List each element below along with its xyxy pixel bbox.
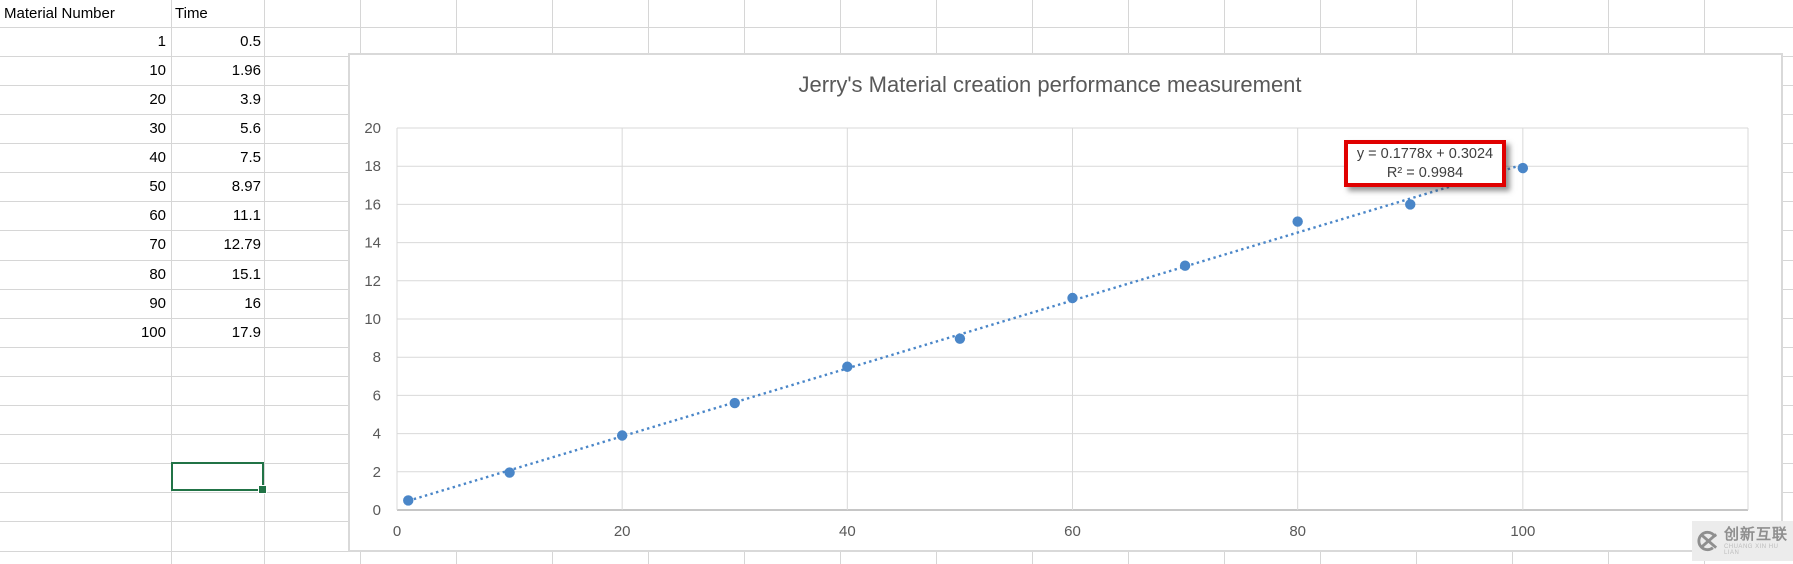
cell-time[interactable]: 12.79: [223, 236, 261, 254]
cell-material-number[interactable]: 90: [149, 294, 166, 312]
y-tick-label: 20: [364, 120, 381, 137]
y-tick-label: 18: [364, 158, 381, 175]
fill-handle[interactable]: [258, 485, 267, 494]
y-tick-label: 4: [373, 426, 381, 443]
cell-material-number[interactable]: 30: [149, 120, 166, 137]
sheet-gridline: [171, 0, 172, 564]
cell-material-number[interactable]: 1: [157, 32, 166, 50]
trendline: [407, 163, 1524, 502]
cell-time[interactable]: 11.1: [232, 207, 261, 225]
y-tick-label: 2: [373, 464, 381, 481]
cell-time[interactable]: 1.96: [231, 61, 261, 79]
cell-time[interactable]: 7.5: [240, 149, 261, 167]
header-cell-time[interactable]: Time: [175, 5, 208, 22]
data-point-marker: [1292, 216, 1303, 227]
cell-time[interactable]: 17.9: [231, 323, 261, 341]
y-tick-label: 6: [373, 387, 381, 404]
cell-material-number[interactable]: 40: [149, 149, 166, 167]
x-tick-label: 80: [1289, 523, 1306, 540]
circle-x-logo-icon: [1697, 530, 1718, 552]
data-point-marker: [842, 361, 853, 372]
cell-time[interactable]: 5.6: [240, 120, 261, 137]
cell-material-number[interactable]: 100: [140, 323, 166, 341]
y-tick-label: 14: [364, 235, 381, 252]
y-tick-label: 8: [373, 349, 381, 366]
data-point-marker: [616, 430, 628, 441]
cell-time[interactable]: 16: [244, 294, 261, 312]
cell-time[interactable]: 8.97: [231, 178, 261, 196]
data-point-marker: [1067, 292, 1078, 304]
data-point-marker: [954, 333, 966, 344]
data-point-marker: [504, 467, 515, 478]
y-tick-label: 16: [364, 196, 381, 213]
watermark-text: 创新互联: [1723, 525, 1788, 543]
y-tick-label: 0: [373, 502, 381, 519]
x-tick-label: 60: [1064, 523, 1081, 540]
trendline-r-squared: R² = 0.9984: [1386, 164, 1464, 181]
chart-title: Jerry's Material creation performance me…: [798, 72, 1302, 97]
data-point-marker: [1405, 199, 1416, 210]
chart-plot-area: 0 2 4 6 8 10 12 14 16 18 20 0 20 40 60 80 100: [364, 120, 1749, 540]
cell-material-number[interactable]: 10: [149, 61, 166, 79]
cell-material-number[interactable]: 60: [149, 207, 166, 225]
cell-material-number[interactable]: 50: [149, 178, 166, 196]
trendline-equation-box[interactable]: y = 0.1778x + 0.3024 R² = 0.9984: [1344, 140, 1506, 187]
selected-cell[interactable]: [171, 462, 267, 494]
chart-object[interactable]: Jerry's Material creation performance me…: [348, 53, 1783, 552]
data-point-marker: [729, 397, 740, 409]
cell-material-number[interactable]: 70: [149, 236, 166, 254]
data-point-marker: [1179, 260, 1191, 271]
header-cell-material-number[interactable]: Material Number: [4, 5, 115, 22]
data-point-marker: [1517, 162, 1529, 174]
x-tick-label: 0: [393, 523, 401, 540]
watermark-subtext: CHUANG XIN HU LIAN: [1723, 543, 1779, 556]
cell-time[interactable]: 15.1: [231, 265, 261, 283]
sheet-gridline: [264, 0, 265, 564]
x-tick-label: 40: [839, 523, 856, 540]
trendline-equation: y = 0.1778x + 0.3024: [1356, 145, 1494, 162]
cell-material-number[interactable]: 80: [149, 265, 166, 283]
cell-time[interactable]: 0.5: [240, 32, 261, 50]
cell-material-number[interactable]: 20: [149, 90, 166, 108]
x-tick-label: 100: [1510, 523, 1535, 540]
x-tick-label: 20: [614, 523, 631, 540]
sheet-gridline: [0, 26, 1793, 28]
y-tick-label: 10: [364, 311, 381, 328]
y-tick-label: 12: [364, 273, 381, 290]
watermark: 创新互联 CHUANG XIN HU LIAN: [1692, 521, 1793, 561]
data-point-marker: [403, 495, 414, 506]
cell-time[interactable]: 3.9: [240, 90, 261, 108]
